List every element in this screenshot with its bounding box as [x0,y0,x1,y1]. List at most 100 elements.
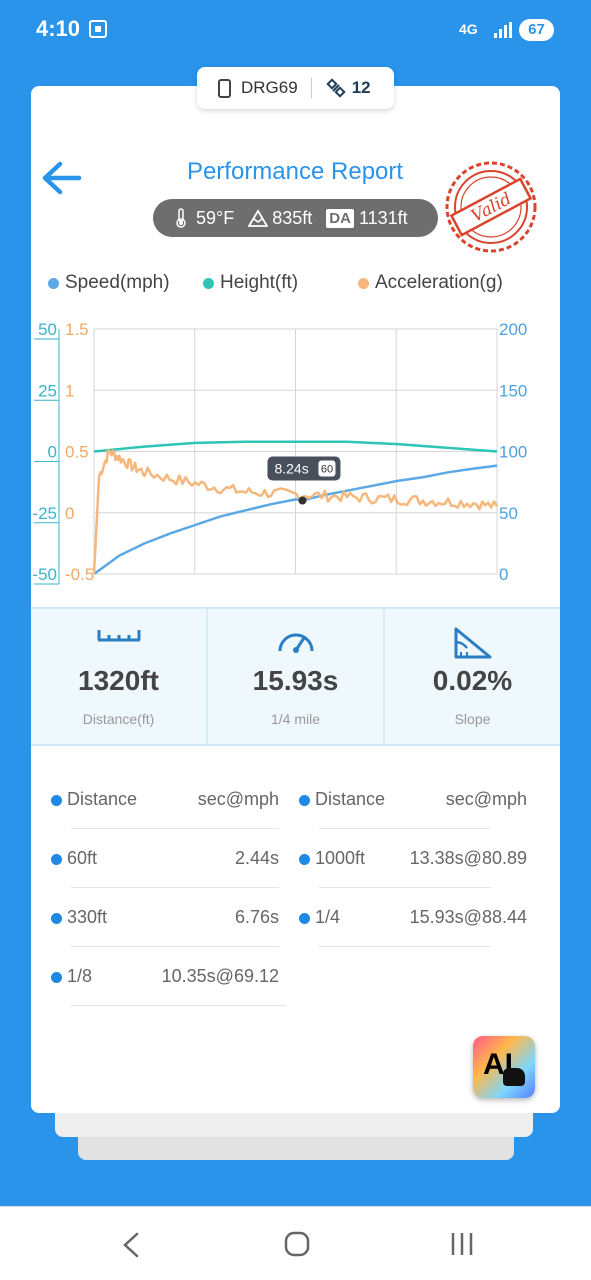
tooltip-marker [298,496,307,505]
height-tick-label: 0 [48,443,57,462]
bullet-icon [51,972,62,983]
split-distance: 1000ft [315,848,366,868]
bullet-icon [299,795,310,806]
signal-icon [494,22,512,38]
accel-tick-label: 1.5 [65,320,89,339]
height-tick-label: -25 [32,504,57,523]
legend-item-acceleration[interactable]: Acceleration(g) [358,272,503,294]
bullet-icon [51,795,62,806]
legend-dot [203,277,214,289]
column-header: sec@mph [197,789,279,809]
speed-tick-label: 0 [499,565,508,584]
nav-home-icon[interactable] [284,1231,310,1257]
performance-chart[interactable]: 50 1.5 200 25 1 150 0 0.5 100 -25 0 50 -50 -0.5 0 8.24s… [31,305,560,595]
row-divider [319,946,491,947]
row-divider [71,1005,286,1006]
mountain-icon [248,209,269,227]
back-arrow-icon[interactable] [40,160,82,196]
battery-indicator: 67 [519,19,554,41]
height-tick-label: 50 [38,320,57,339]
conditions-pill: 59°F 835ft DA 1131ft [153,199,438,237]
row-divider [319,828,491,829]
legend-dot [48,277,59,289]
column-header: sec@mph [445,789,527,809]
ai-assistant-button[interactable]: AI [473,1036,535,1098]
split-value: 6.76s [234,907,279,927]
ruler-icon [97,630,140,642]
satellite-count: 12 [351,78,371,97]
phone-icon [218,78,231,98]
tooltip-time: 8.24s [274,461,308,477]
speedometer-icon [278,633,313,653]
tooltip-badge [318,460,336,477]
legend-item-height[interactable]: Height(ft) [203,272,298,294]
network-type: 4G [459,21,478,37]
column-header: Distance [315,789,386,809]
legend-label: Speed(mph) [65,272,170,293]
device-pill[interactable]: DRG69 12 [197,67,394,109]
metrics-panel: 1320ft Distance(ft) 15.93s 1/4 mile 0.02… [31,607,560,746]
row-divider [319,887,491,888]
metric-label: 1/4 mile [270,711,321,727]
satellite-icon [326,78,346,98]
height-tick-label: -50 [32,565,57,584]
metric-value: 15.93s [252,665,339,696]
speed-tick-label: 200 [499,320,527,339]
row-divider [71,887,279,888]
metric-slope: 0.02% Slope [385,609,560,744]
accel-tick-label: -0.5 [65,565,94,584]
split-value: 2.44s [234,848,279,868]
bullet-icon [299,913,310,924]
height-tick-label: 25 [38,381,57,400]
legend-label: Height(ft) [220,272,299,293]
valid-stamp: Valid [445,161,537,253]
system-nav-bar [0,1206,591,1280]
split-distance: 1/4 [315,907,341,927]
speed-tick-label: 100 [499,443,527,462]
page-title: Performance Report [186,158,404,185]
slope-icon [454,627,491,659]
column-header: Distance [67,789,138,809]
nav-back-icon[interactable] [120,1231,142,1259]
thermometer-icon [176,208,186,228]
legend-item-speed[interactable]: Speed(mph) [48,272,170,294]
series-line-height [93,440,498,453]
hand-icon [503,1068,525,1086]
row-divider [71,946,279,947]
metric-label: Distance(ft) [82,711,155,727]
bullet-icon [51,913,62,924]
accel-tick-label: 0 [65,504,74,523]
divider [310,78,312,98]
altitude-value: 835ft [272,207,313,228]
legend-label: Acceleration(g) [375,272,503,293]
bullet-icon [299,854,310,865]
density-altitude-value: 1131ft [358,207,408,228]
split-value: 13.38s@80.89 [409,848,527,868]
temperature-value: 59°F [196,207,235,228]
status-time: 4:10 [36,16,81,41]
legend-dot [358,277,369,289]
metric-value: 0.02% [432,665,513,696]
device-name: DRG69 [241,78,298,97]
bullet-icon [51,854,62,865]
report-card [31,86,560,1113]
split-distance: 1/8 [67,966,93,986]
metric-distance: 1320ft Distance(ft) [31,609,208,744]
series-line-accel [92,449,499,575]
accel-tick-label: 0.5 [65,443,89,462]
split-value: 15.93s@88.44 [409,907,527,927]
split-distance: 330ft [67,907,108,927]
scan-icon [89,20,107,38]
tooltip-speed: 60 [321,464,333,476]
status-bar: 4:10 4G 67 [0,0,591,60]
nav-recents-icon[interactable] [449,1231,475,1257]
speed-tick-label: 150 [499,381,527,400]
da-badge: DA [326,208,354,228]
row-divider [71,828,279,829]
split-distance: 60ft [67,848,98,868]
speed-tick-label: 50 [499,504,518,523]
metric-label: Slope [454,711,491,727]
split-value: 10.35s@69.12 [161,966,279,986]
metric-value: 1320ft [78,665,159,696]
metric-quarter-mile: 15.93s 1/4 mile [208,609,385,744]
